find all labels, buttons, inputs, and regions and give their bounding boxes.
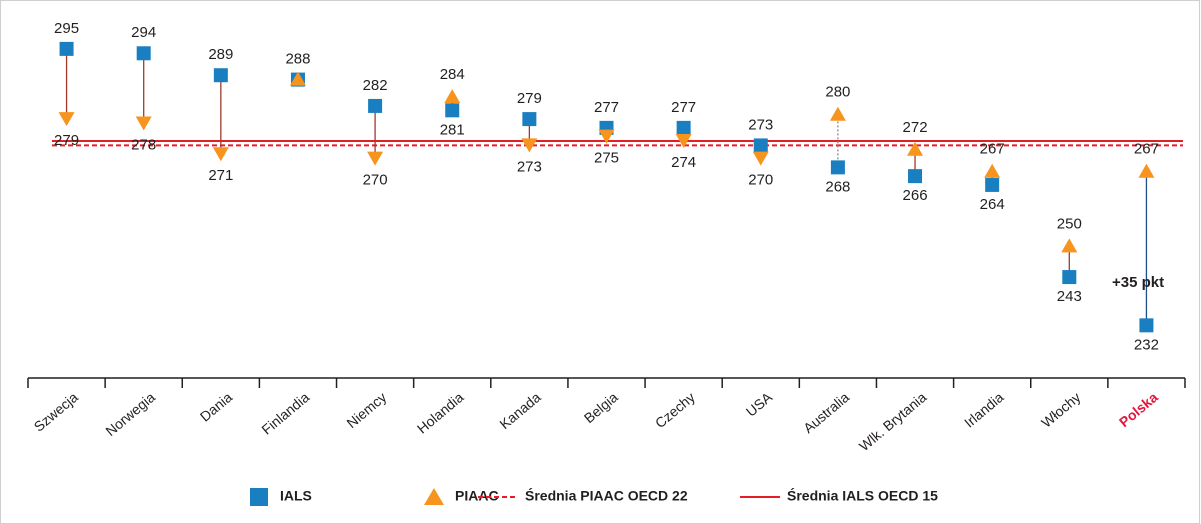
value-label: 278	[131, 136, 156, 153]
value-label: 272	[903, 119, 928, 136]
value-label: 271	[208, 167, 233, 184]
ials-marker	[676, 120, 691, 135]
piaac-marker	[829, 106, 846, 121]
value-label: 277	[594, 99, 619, 116]
value-label: 275	[594, 150, 619, 167]
value-label: 274	[671, 154, 696, 171]
value-label: 277	[671, 99, 696, 116]
value-label: 250	[1057, 215, 1082, 232]
piaac-marker	[984, 163, 1001, 178]
value-label: 270	[748, 172, 773, 189]
piaac-marker	[1138, 163, 1155, 178]
ials-marker	[985, 177, 1000, 192]
piaac-marker	[521, 138, 538, 153]
value-label: 289	[208, 46, 233, 63]
value-label: 264	[980, 196, 1005, 213]
ials-marker	[1062, 270, 1077, 285]
piaac-marker	[444, 89, 461, 104]
legend-label: Średnia PIAAC OECD 22	[525, 487, 688, 504]
value-label: 282	[363, 77, 388, 94]
value-label: 267	[980, 141, 1005, 158]
value-label: 270	[363, 172, 388, 189]
ials-marker	[1139, 318, 1154, 333]
value-label: 294	[131, 24, 156, 41]
value-label: 273	[517, 158, 542, 175]
ials-marker	[136, 46, 151, 61]
piaac-marker	[58, 112, 75, 127]
legend-swatch	[250, 488, 268, 506]
value-label: 295	[54, 20, 79, 37]
piaac-marker	[907, 141, 924, 156]
value-label: 267	[1134, 141, 1159, 158]
legend-label: IALS	[280, 488, 312, 504]
ials-marker	[830, 160, 845, 175]
value-label: 232	[1134, 336, 1159, 353]
legend-swatch	[424, 488, 444, 505]
piaac-marker	[1061, 238, 1078, 253]
value-label: 268	[825, 178, 850, 195]
value-label: 279	[54, 132, 79, 149]
legend-label: PIAAC	[455, 488, 499, 504]
ials-marker	[445, 103, 460, 118]
piaac-marker	[135, 116, 152, 131]
value-label: 243	[1057, 288, 1082, 305]
value-label: 284	[440, 66, 465, 83]
ials-marker	[522, 112, 537, 127]
ials-marker	[908, 169, 923, 184]
value-label: 281	[440, 121, 465, 138]
value-label: 266	[903, 187, 928, 204]
value-label: 273	[748, 116, 773, 133]
annotation: +35 pkt	[1112, 274, 1164, 291]
legend-label: Średnia IALS OECD 15	[787, 487, 938, 504]
piaac-marker	[212, 147, 229, 162]
value-label: 279	[517, 90, 542, 107]
ials-marker	[213, 68, 228, 83]
ials-marker	[753, 138, 768, 153]
piaac-marker	[598, 129, 615, 144]
piaac-marker	[675, 134, 692, 149]
ials-marker	[59, 41, 74, 56]
piaac-marker	[289, 71, 306, 86]
piaac-marker	[367, 151, 384, 166]
ials-marker	[368, 98, 383, 113]
value-label: 288	[285, 51, 310, 68]
value-label: 280	[825, 84, 850, 101]
piaac-marker	[752, 151, 769, 166]
